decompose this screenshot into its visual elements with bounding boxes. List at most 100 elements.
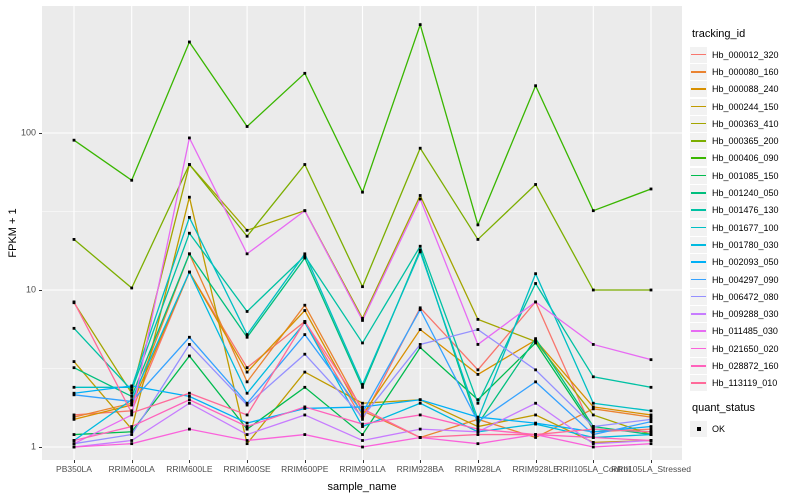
y-tick-mark xyxy=(39,447,42,448)
data-point xyxy=(361,407,364,411)
x-tick-mark xyxy=(651,460,652,463)
data-point xyxy=(130,430,134,434)
data-point xyxy=(245,413,249,417)
data-point xyxy=(245,252,249,256)
data-point xyxy=(591,209,595,213)
data-point xyxy=(303,433,307,436)
x-tick-label-RRIM600PE: RRIM600PE xyxy=(281,464,329,474)
x-tick-label-PB350LA: PB350LA xyxy=(56,464,92,474)
data-point xyxy=(303,333,307,336)
data-point xyxy=(591,405,595,409)
data-point xyxy=(361,405,364,409)
data-point xyxy=(303,407,307,410)
data-point xyxy=(188,401,191,405)
data-point xyxy=(649,385,653,389)
data-point xyxy=(591,433,595,436)
data-point xyxy=(361,285,364,289)
data-point xyxy=(188,195,191,199)
data-point xyxy=(245,335,249,339)
data-point xyxy=(534,401,537,405)
y-tick-label: 100 xyxy=(20,127,36,138)
quant-status-legend: quant_status OK xyxy=(690,402,800,437)
data-point xyxy=(72,360,76,363)
data-point xyxy=(188,40,191,44)
legend-item-Hb_113119_010: Hb_113119_010 xyxy=(690,375,800,392)
legend-item-Hb_021650_020: Hb_021650_020 xyxy=(690,340,800,357)
data-point xyxy=(591,343,595,346)
data-point xyxy=(188,391,191,395)
x-tick-mark xyxy=(362,460,364,463)
legend-item-label: Hb_006472_080 xyxy=(712,291,779,302)
legend-item-label: Hb_000363_410 xyxy=(712,118,779,129)
data-point xyxy=(245,228,249,232)
data-point xyxy=(418,308,422,312)
data-point xyxy=(476,368,480,372)
data-point xyxy=(188,216,191,219)
line-swatch-icon xyxy=(690,219,707,236)
data-point xyxy=(476,425,480,428)
data-point xyxy=(303,309,307,312)
data-point xyxy=(303,256,307,260)
data-point xyxy=(130,403,134,407)
data-point xyxy=(245,310,249,313)
line-swatch-icon xyxy=(690,133,707,150)
line-swatch-icon xyxy=(690,323,707,340)
data-point xyxy=(361,417,364,421)
line-swatch-icon xyxy=(690,115,707,132)
legend-item-Hb_000244_150: Hb_000244_150 xyxy=(690,98,800,115)
data-point xyxy=(476,398,480,402)
data-point xyxy=(476,328,480,331)
legend-item-Hb_009288_030: Hb_009288_030 xyxy=(690,305,800,323)
x-tick-mark xyxy=(247,460,249,463)
data-point xyxy=(418,328,422,331)
legend-item-label: Hb_001780_030 xyxy=(712,239,779,250)
data-point xyxy=(188,398,191,402)
line-swatch-icon xyxy=(690,46,707,63)
data-point xyxy=(534,340,537,343)
legend-item-Hb_011485_030: Hb_011485_030 xyxy=(690,323,800,340)
x-axis-title: sample_name xyxy=(327,481,397,493)
legend-item-Hb_000088_240: Hb_000088_240 xyxy=(690,81,800,98)
data-point xyxy=(591,401,595,405)
data-point xyxy=(361,409,364,413)
data-point xyxy=(418,23,422,27)
data-point xyxy=(303,303,307,307)
data-point xyxy=(476,401,480,405)
legend-item-label: Hb_021650_020 xyxy=(712,343,779,354)
data-point xyxy=(649,288,653,292)
data-point xyxy=(130,413,134,417)
data-point xyxy=(130,433,134,436)
legend2-item-ok: OK xyxy=(690,420,800,437)
data-point xyxy=(418,343,422,346)
data-point xyxy=(130,427,134,431)
legend-item-label: Hb_000080_160 xyxy=(712,66,779,77)
legend-item-label: Hb_009288_030 xyxy=(712,309,779,320)
data-point xyxy=(476,343,480,346)
line-swatch-icon xyxy=(690,340,707,357)
data-point xyxy=(361,413,364,417)
data-point xyxy=(303,252,307,256)
legend2-title: quant_status xyxy=(692,402,755,414)
data-point xyxy=(534,433,537,436)
data-point xyxy=(649,358,653,362)
data-point xyxy=(649,409,653,413)
x-tick-mark xyxy=(74,460,75,463)
line-swatch-icon xyxy=(690,202,707,219)
data-point xyxy=(130,442,134,446)
data-point xyxy=(534,300,537,304)
data-point xyxy=(72,326,76,330)
data-point xyxy=(591,430,595,434)
data-point xyxy=(130,286,134,290)
x-tick-mark xyxy=(420,460,422,463)
legend-item-Hb_000365_200: Hb_000365_200 xyxy=(690,132,800,150)
legend-title: tracking_id xyxy=(692,28,746,40)
data-point xyxy=(72,138,76,142)
data-point xyxy=(130,439,134,442)
legend-item-label: Hb_011485_030 xyxy=(712,326,778,337)
legend-item-Hb_000363_410: Hb_000363_410 xyxy=(690,115,800,132)
data-point xyxy=(534,341,537,345)
data-point xyxy=(303,370,307,374)
data-point xyxy=(130,425,134,428)
x-tick-mark xyxy=(477,460,479,463)
legend-item-Hb_006472_080: Hb_006472_080 xyxy=(690,288,800,305)
